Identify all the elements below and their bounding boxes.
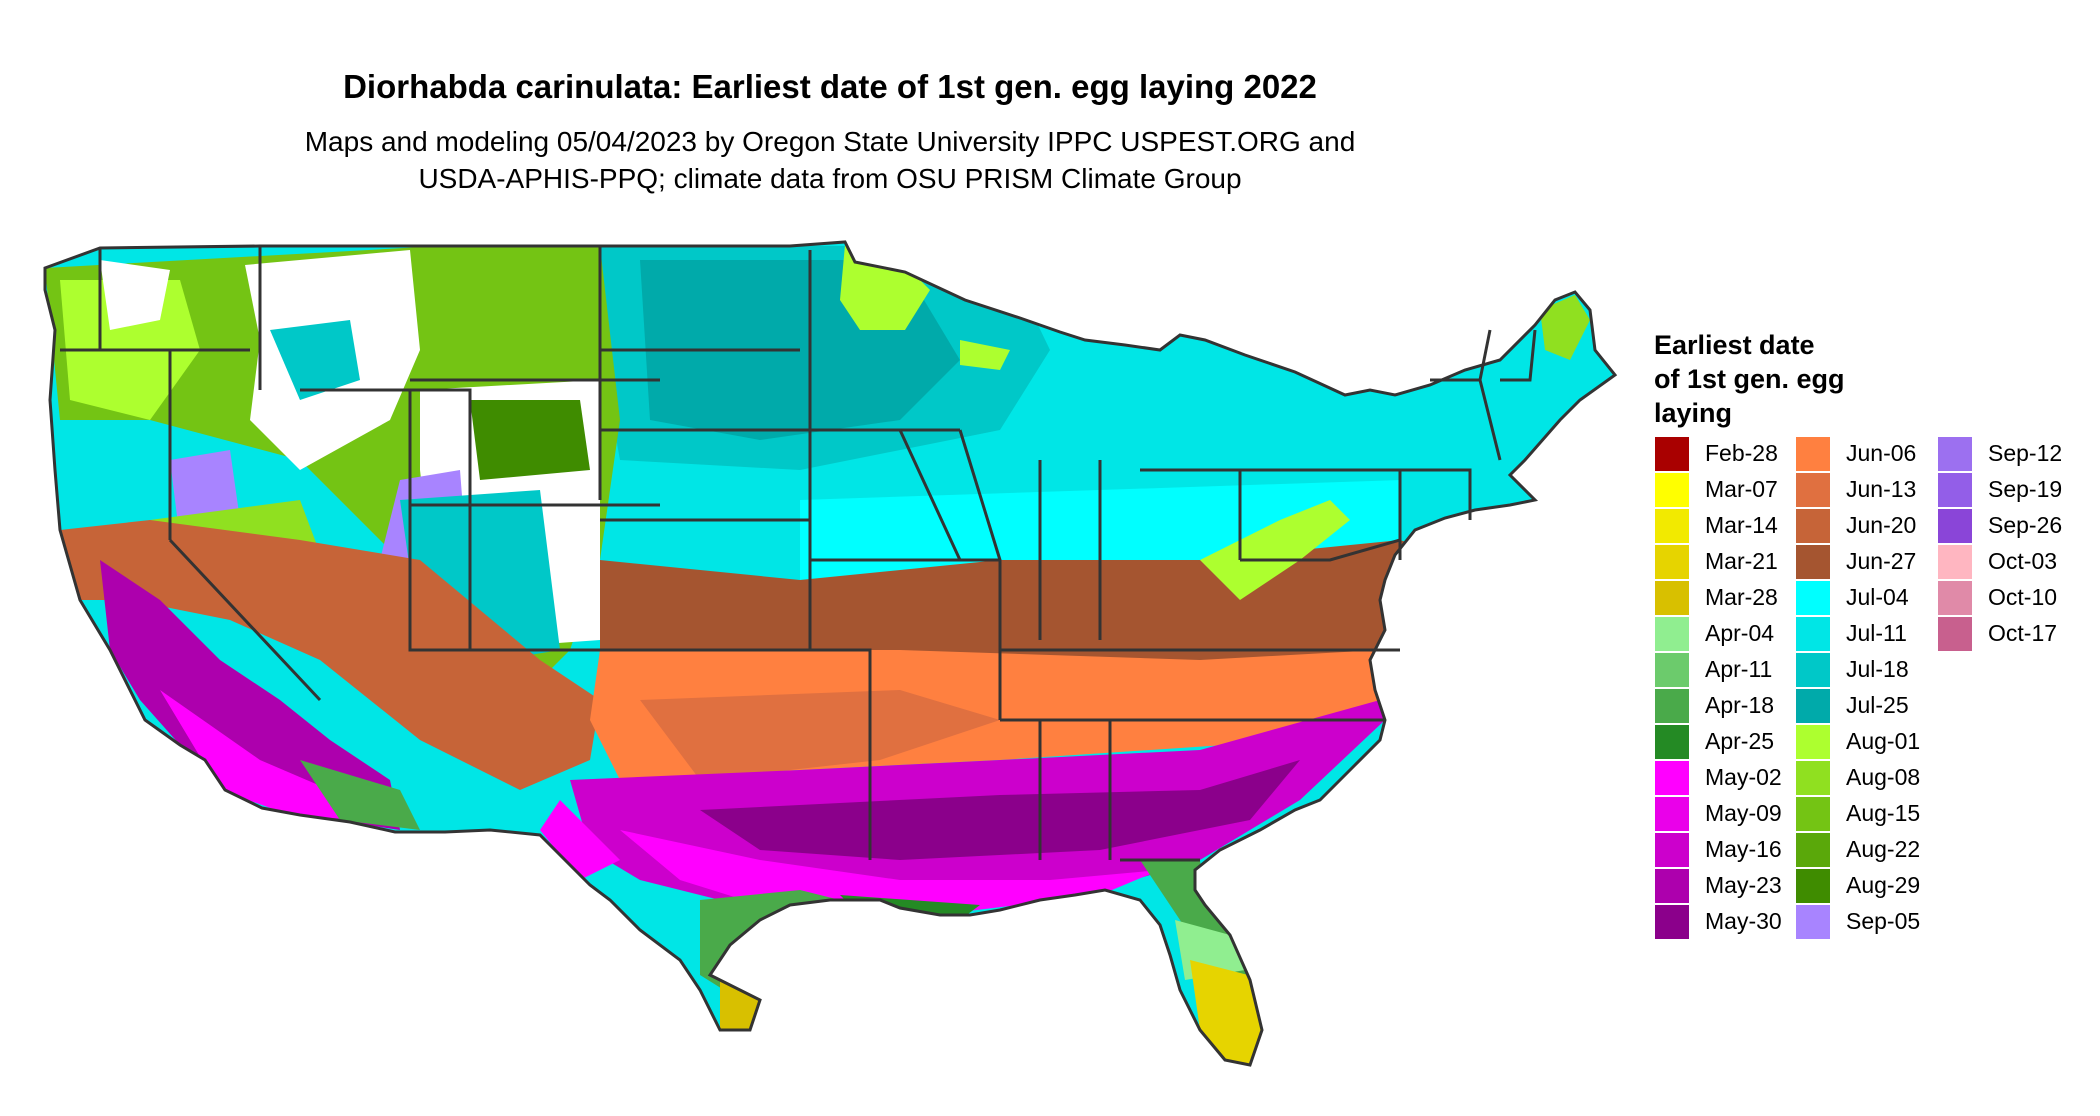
legend-swatch — [1655, 869, 1689, 903]
legend-label: Aug-22 — [1846, 836, 1921, 862]
legend-label: Apr-04 — [1705, 620, 1775, 646]
legend-label: Jul-25 — [1846, 692, 1909, 718]
legend-swatch — [1655, 473, 1689, 507]
legend-label: Aug-29 — [1846, 872, 1921, 898]
legend-label: Sep-19 — [1988, 476, 2063, 502]
legend-label: Aug-01 — [1846, 728, 1921, 754]
legend-swatch — [1796, 437, 1830, 471]
legend-swatch — [1938, 473, 1972, 507]
map-subtitle-line-2: USDA-APHIS-PPQ; climate data from OSU PR… — [418, 163, 1242, 194]
legend-swatch — [1655, 617, 1689, 651]
legend-label: May-23 — [1705, 872, 1782, 898]
legend-swatch — [1655, 761, 1689, 795]
legend-label: May-30 — [1705, 908, 1782, 934]
legend-label: Jul-18 — [1846, 656, 1909, 682]
legend-label: Sep-26 — [1988, 512, 2063, 538]
legend-label: Apr-25 — [1705, 728, 1775, 754]
legend-swatch — [1796, 581, 1830, 615]
legend-swatch — [1655, 653, 1689, 687]
legend-label: Feb-28 — [1705, 440, 1778, 466]
legend-swatch — [1655, 509, 1689, 543]
map-title: Diorhabda carinulata: Earliest date of 1… — [343, 68, 1317, 105]
legend-swatch — [1796, 869, 1830, 903]
legend-swatch — [1796, 725, 1830, 759]
legend-label: Jun-06 — [1846, 440, 1917, 466]
legend-title-line-2: of 1st gen. egg — [1654, 364, 1845, 394]
legend-swatch — [1796, 545, 1830, 579]
legend-swatch — [1796, 473, 1830, 507]
legend-swatch — [1655, 725, 1689, 759]
legend-swatch — [1655, 689, 1689, 723]
legend-swatch — [1655, 905, 1689, 939]
legend-label: May-09 — [1705, 800, 1782, 826]
legend-label: Mar-28 — [1705, 584, 1778, 610]
legend-title-line-1: Earliest date — [1654, 330, 1815, 360]
legend-swatch — [1796, 905, 1830, 939]
legend-label: Sep-12 — [1988, 440, 2063, 466]
legend-label: Oct-17 — [1988, 620, 2058, 646]
legend-label: Oct-10 — [1988, 584, 2058, 610]
legend-label: May-02 — [1705, 764, 1782, 790]
legend-swatch — [1938, 545, 1972, 579]
legend-swatch — [1938, 617, 1972, 651]
legend-label: Jul-04 — [1846, 584, 1909, 610]
legend-swatch — [1938, 581, 1972, 615]
legend-label: Jun-13 — [1846, 476, 1917, 502]
legend-swatch — [1796, 509, 1830, 543]
legend-label: Mar-14 — [1705, 512, 1778, 538]
legend-swatch — [1796, 797, 1830, 831]
legend-swatch — [1655, 797, 1689, 831]
legend-label: Aug-15 — [1846, 800, 1921, 826]
legend-label: Mar-21 — [1705, 548, 1778, 574]
legend-label: Sep-05 — [1846, 908, 1921, 934]
map-subtitle-line-1: Maps and modeling 05/04/2023 by Oregon S… — [304, 126, 1356, 157]
legend-swatch — [1796, 833, 1830, 867]
legend-label: Apr-18 — [1705, 692, 1775, 718]
legend-label: Jul-11 — [1846, 620, 1907, 646]
legend-swatch — [1655, 833, 1689, 867]
legend-title: Earliest date of 1st gen. egg laying — [1654, 328, 1894, 430]
legend-title-line-3: laying — [1654, 398, 1733, 428]
legend-swatch — [1796, 617, 1830, 651]
legend-swatch — [1796, 689, 1830, 723]
legend-label: Jun-20 — [1846, 512, 1917, 538]
state-boundaries — [60, 246, 1537, 862]
legend-label: Apr-11 — [1705, 656, 1773, 682]
map-color-regions — [45, 242, 1615, 1065]
legend-label: Aug-08 — [1846, 764, 1921, 790]
legend-swatch — [1796, 761, 1830, 795]
legend-swatch — [1655, 437, 1689, 471]
legend-label: Mar-07 — [1705, 476, 1778, 502]
legend-swatch — [1655, 581, 1689, 615]
legend-label: Jun-27 — [1846, 548, 1917, 574]
legend-label: May-16 — [1705, 836, 1782, 862]
legend-swatch — [1796, 653, 1830, 687]
legend-swatch — [1938, 509, 1972, 543]
legend-swatch — [1938, 437, 1972, 471]
legend-label: Oct-03 — [1988, 548, 2058, 574]
legend-swatch — [1655, 545, 1689, 579]
